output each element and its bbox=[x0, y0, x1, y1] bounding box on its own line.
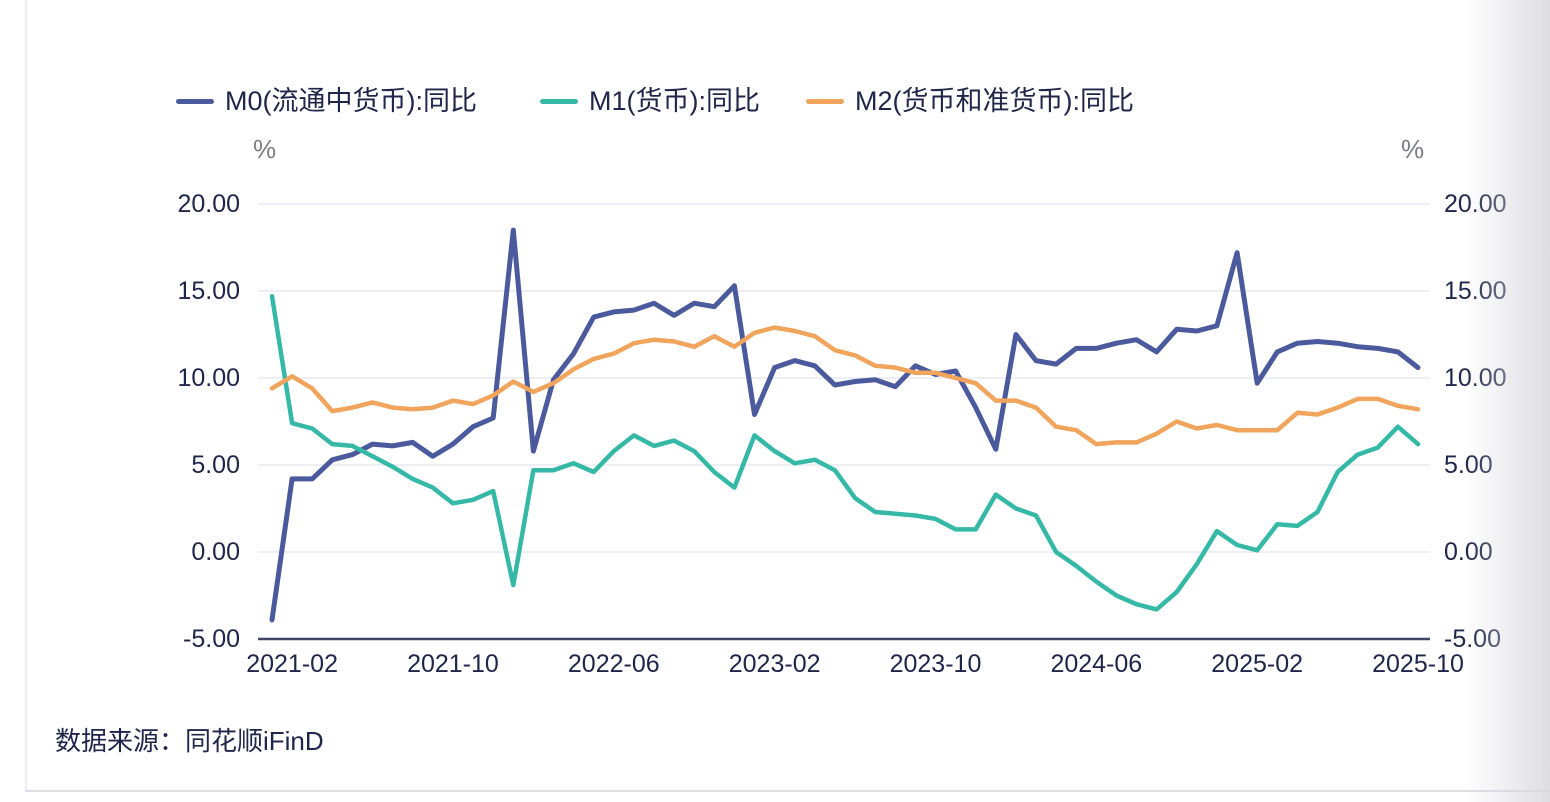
y-tick-label-left: 5.00 bbox=[191, 451, 240, 479]
legend-label-m0: M0(流通中货币):同比 bbox=[225, 86, 477, 116]
y-tick-label-right: 10.00 bbox=[1444, 364, 1507, 392]
bottom-edge-divider bbox=[25, 790, 1550, 792]
y-tick-label-left: 10.00 bbox=[177, 364, 240, 392]
data-source-text: 数据来源：同花顺iFinD bbox=[55, 726, 324, 756]
x-tick-label: 2021-10 bbox=[407, 650, 499, 678]
y-tick-label-left: 20.00 bbox=[177, 190, 240, 218]
y-tick-label-right: 5.00 bbox=[1444, 451, 1493, 479]
legend-item-m0: M0(流通中货币):同比 bbox=[176, 86, 477, 116]
y-tick-label-left: 0.00 bbox=[191, 538, 240, 566]
x-tick-label: 2023-02 bbox=[729, 650, 821, 678]
x-tick-label: 2025-10 bbox=[1372, 650, 1464, 678]
y-tick-label-right: -5.00 bbox=[1444, 625, 1501, 653]
y-tick-label-left: 15.00 bbox=[177, 277, 240, 305]
y-axis-unit-left: % bbox=[253, 134, 277, 164]
left-edge-divider bbox=[25, 0, 27, 790]
legend-swatch-m0 bbox=[176, 98, 214, 104]
x-tick-label: 2021-02 bbox=[246, 650, 338, 678]
legend-label-m1: M1(货币):同比 bbox=[589, 86, 760, 116]
x-tick-label: 2023-10 bbox=[890, 650, 982, 678]
legend-item-m2: M2(货币和准货币):同比 bbox=[806, 86, 1134, 116]
legend-swatch-m1 bbox=[540, 98, 578, 104]
y-tick-label-left: -5.00 bbox=[183, 625, 240, 653]
x-tick-label: 2025-02 bbox=[1211, 650, 1303, 678]
y-tick-label-right: 15.00 bbox=[1444, 277, 1507, 305]
series-line-2 bbox=[269, 325, 1421, 447]
legend-swatch-m2 bbox=[806, 98, 844, 104]
x-tick-label: 2024-06 bbox=[1050, 650, 1142, 678]
legend-item-m1: M1(货币):同比 bbox=[540, 86, 760, 116]
series-line-1 bbox=[269, 293, 1421, 612]
y-tick-label-right: 20.00 bbox=[1444, 190, 1507, 218]
series-line-0 bbox=[269, 227, 1421, 623]
y-axis-unit-right: % bbox=[1401, 134, 1425, 164]
legend-label-m2: M2(货币和准货币):同比 bbox=[855, 86, 1134, 116]
x-tick-label: 2022-06 bbox=[568, 650, 660, 678]
y-tick-label-right: 0.00 bbox=[1444, 538, 1493, 566]
